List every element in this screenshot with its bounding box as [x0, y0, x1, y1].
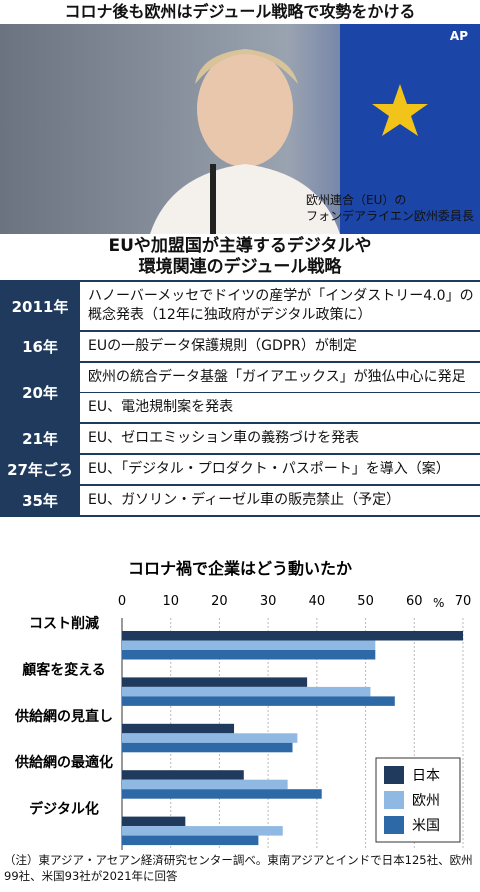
item-text: EU、電池規制案を発表 — [80, 392, 480, 422]
item-cell: EU、「デジタル・プロダクト・パスポート」を導入（案） — [80, 455, 480, 484]
x-tick-label: 40 — [309, 594, 326, 609]
table-title: EUや加盟国が主導するデジタルや 環境関連のデジュール戦略 — [0, 236, 480, 278]
x-tick-label: 20 — [211, 594, 228, 609]
category-label: 顧客を変える — [22, 661, 106, 678]
bar — [122, 733, 298, 743]
timeline-table: 2011年 ハノーバーメッセでドイツの産学が「インダストリー4.0」の概念発表（1… — [0, 280, 480, 517]
photo-caption: 欧州連合（EU）の — [306, 192, 406, 207]
bar — [122, 816, 186, 827]
item-text: EUの一般データ保護規則（GDPR）が制定 — [88, 338, 357, 354]
bar — [122, 631, 463, 641]
year-cell: 35年 — [0, 486, 80, 515]
legend-swatch — [384, 816, 404, 834]
bar — [122, 677, 308, 687]
year-cell: 16年 — [0, 332, 80, 361]
bar — [122, 696, 395, 706]
body — [150, 164, 340, 234]
mic — [210, 164, 216, 234]
x-tick-label: 10 — [162, 594, 179, 609]
bar — [122, 723, 235, 734]
legend-label: 米国 — [412, 818, 440, 834]
table-row: 20年 欧州の統合データ基盤「ガイアエックス」が独仏中心に発足 EU、電池規制案を発… — [0, 363, 480, 424]
bar — [122, 742, 293, 753]
face — [197, 51, 293, 167]
bar — [122, 826, 283, 836]
legend-swatch — [384, 766, 404, 784]
x-tick-label: 0 — [118, 594, 126, 609]
bar — [122, 835, 259, 846]
x-unit: % — [433, 596, 444, 610]
x-tick-label: 30 — [260, 594, 277, 609]
headline: コロナ後も欧州はデジュール戦略で攻勢をかける — [64, 2, 416, 21]
item-cell: ハノーバーメッセでドイツの産学が「インダストリー4.0」の概念発表（12年に独政… — [80, 282, 480, 330]
legend-label: 欧州 — [412, 793, 440, 809]
bar — [122, 650, 376, 660]
photo: AP 欧州連合（EU）の フォンデアライエン欧州委員長 — [0, 24, 480, 234]
year-cell: 27年ごろ — [0, 455, 80, 484]
table-row: 16年 EUの一般データ保護規則（GDPR）が制定 — [0, 332, 480, 363]
photo-caption: フォンデアライエン欧州委員長 — [306, 208, 474, 223]
item-cell: 欧州の統合データ基盤「ガイアエックス」が独仏中心に発足 EU、電池規制案を発表 — [80, 363, 480, 422]
year-cell: 20年 — [0, 363, 80, 422]
star — [372, 84, 428, 136]
legend-swatch — [384, 791, 404, 809]
chart-title: コロナ禍で企業はどう動いたか — [128, 560, 352, 578]
x-tick-label: 60 — [406, 594, 423, 609]
table-title-line: EUや加盟国が主導するデジタルや — [108, 236, 372, 256]
x-tick-label: 50 — [357, 594, 374, 609]
table-row: 21年 EU、ゼロエミッション車の義務づけを発表 — [0, 424, 480, 455]
bar — [122, 779, 288, 790]
bar — [122, 640, 376, 650]
year-cell: 2011年 — [0, 282, 80, 330]
table-row: 2011年 ハノーバーメッセでドイツの産学が「インダストリー4.0」の概念発表（1… — [0, 282, 480, 332]
category-label: 供給網の見直し — [14, 708, 113, 725]
year-cell: 21年 — [0, 424, 80, 453]
legend-label: 日本 — [412, 768, 440, 784]
note: （注）東アジア・アセアン経済研究センター調べ。東南アジアとインドで日本125社、… — [4, 853, 473, 883]
item-cell: EU、ガソリン・ディーゼル車の販売禁止（予定） — [80, 486, 480, 515]
hair — [195, 49, 298, 84]
item-cell: EU、ゼロエミッション車の義務づけを発表 — [80, 424, 480, 453]
item-text: EU、ゼロエミッション車の義務づけを発表 — [88, 430, 360, 446]
table-title-line: 環境関連のデジュール戦略 — [138, 257, 342, 277]
item-text: 欧州の統合データ基盤「ガイアエックス」が独仏中心に発足 — [88, 369, 466, 385]
item-cell: EUの一般データ保護規則（GDPR）が制定 — [80, 332, 480, 361]
table-row: 27年ごろ EU、「デジタル・プロダクト・パスポート」を導入（案） — [0, 455, 480, 486]
table-row: 35年 EU、ガソリン・ディーゼル車の販売禁止（予定） — [0, 486, 480, 517]
category-label: 供給網の最適化 — [14, 754, 113, 771]
category-label: コスト削減 — [29, 615, 99, 632]
bar — [122, 686, 371, 697]
bar — [122, 770, 244, 780]
photo-credit: AP — [450, 29, 468, 43]
item-text: ハノーバーメッセでドイツの産学が「インダストリー4.0」の概念発表（12年に独政… — [88, 288, 474, 323]
bar — [122, 789, 322, 799]
chart: コロナ禍で企業はどう動いたか 0 10 20 30 40 50 60 70% コスト削減顧客を変… — [14, 560, 472, 850]
category-label: デジタル化 — [29, 801, 99, 818]
x-tick-label: 70 — [455, 594, 472, 609]
item-text: EU、ガソリン・ディーゼル車の販売禁止（予定） — [88, 492, 401, 508]
item-text: EU、「デジタル・プロダクト・パスポート」を導入（案） — [88, 461, 450, 477]
